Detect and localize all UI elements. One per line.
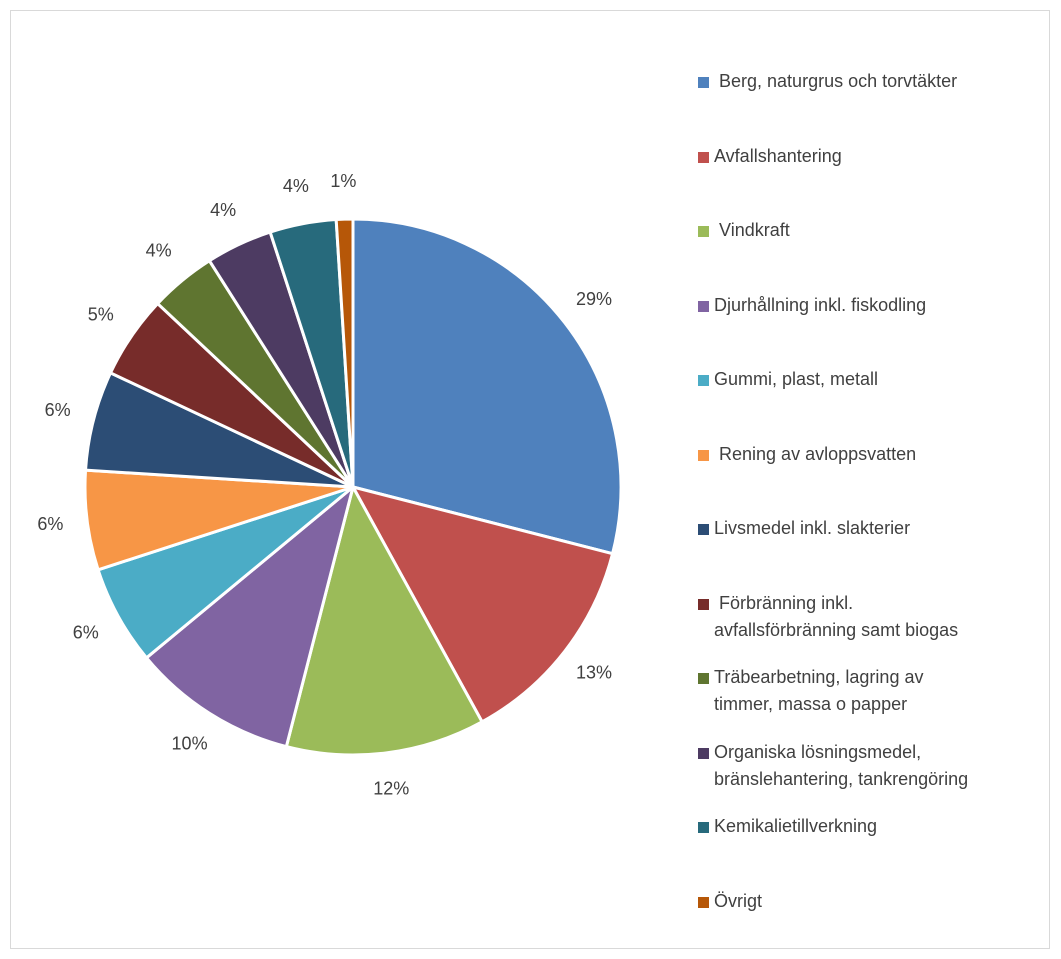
legend-label: Gummi, plast, metall	[714, 369, 879, 389]
legend-swatch	[698, 300, 709, 312]
legend: Berg, naturgrus och torvtäkter Avfallshan…	[698, 0, 1058, 959]
legend-label: Rening av avloppsvatten	[714, 443, 917, 464]
legend-swatch	[698, 77, 709, 88]
slice-value-label: 6%	[45, 400, 71, 420]
legend-swatch	[698, 449, 709, 461]
legend-swatch	[698, 822, 709, 833]
legend-label: Avfallshantering	[714, 145, 842, 166]
legend-label: Förbränning inkl. avfallsförbränning sam…	[714, 592, 959, 640]
legend-swatch	[698, 673, 709, 684]
slice-value-label: 13%	[576, 663, 612, 683]
legend-label: Organiska lösningsmedel, bränslehanterin…	[714, 741, 969, 789]
slice-value-label: 10%	[172, 733, 208, 753]
legend-label: Träbearbetning, lagring av timmer, massa…	[714, 667, 924, 714]
legend-swatch	[698, 226, 709, 237]
legend-swatch	[698, 747, 709, 759]
legend-label: Övrigt	[714, 890, 763, 911]
legend-label: Djurhållning inkl. fiskodling	[714, 294, 927, 315]
slice-value-label: 6%	[37, 514, 63, 534]
legend-swatch	[698, 896, 709, 908]
pie-value-labels: 29% 13% 12% 10% 6% 6% 6% 5% 4% 4% 4% 1%	[37, 171, 612, 798]
pie-slice	[351, 217, 623, 556]
legend-swatch	[698, 375, 709, 386]
legend-label: Kemikalietillverkning	[714, 816, 878, 836]
slice-value-label: 29%	[576, 289, 612, 309]
slice-value-label: 4%	[210, 200, 236, 220]
legend-swatch	[698, 598, 709, 610]
pie-slice	[284, 485, 484, 757]
slice-value-label: 5%	[88, 304, 114, 324]
pie-slice	[351, 485, 615, 724]
slice-value-label: 12%	[373, 778, 409, 798]
legend-label: Livsmedel inkl. slakterier	[714, 518, 911, 538]
pie-slice	[334, 217, 355, 489]
pie-slice	[145, 485, 355, 749]
pie-slices	[83, 217, 623, 757]
slice-value-label: 6%	[73, 623, 99, 643]
slice-value-label: 1%	[330, 171, 356, 191]
slice-value-label: 4%	[283, 176, 309, 196]
legend-label: Vindkraft	[714, 220, 790, 240]
legend-swatch	[698, 151, 709, 163]
slice-value-label: 4%	[146, 241, 172, 261]
legend-label: Berg, naturgrus och torvtäkter	[714, 71, 958, 91]
legend-swatch	[698, 524, 709, 535]
